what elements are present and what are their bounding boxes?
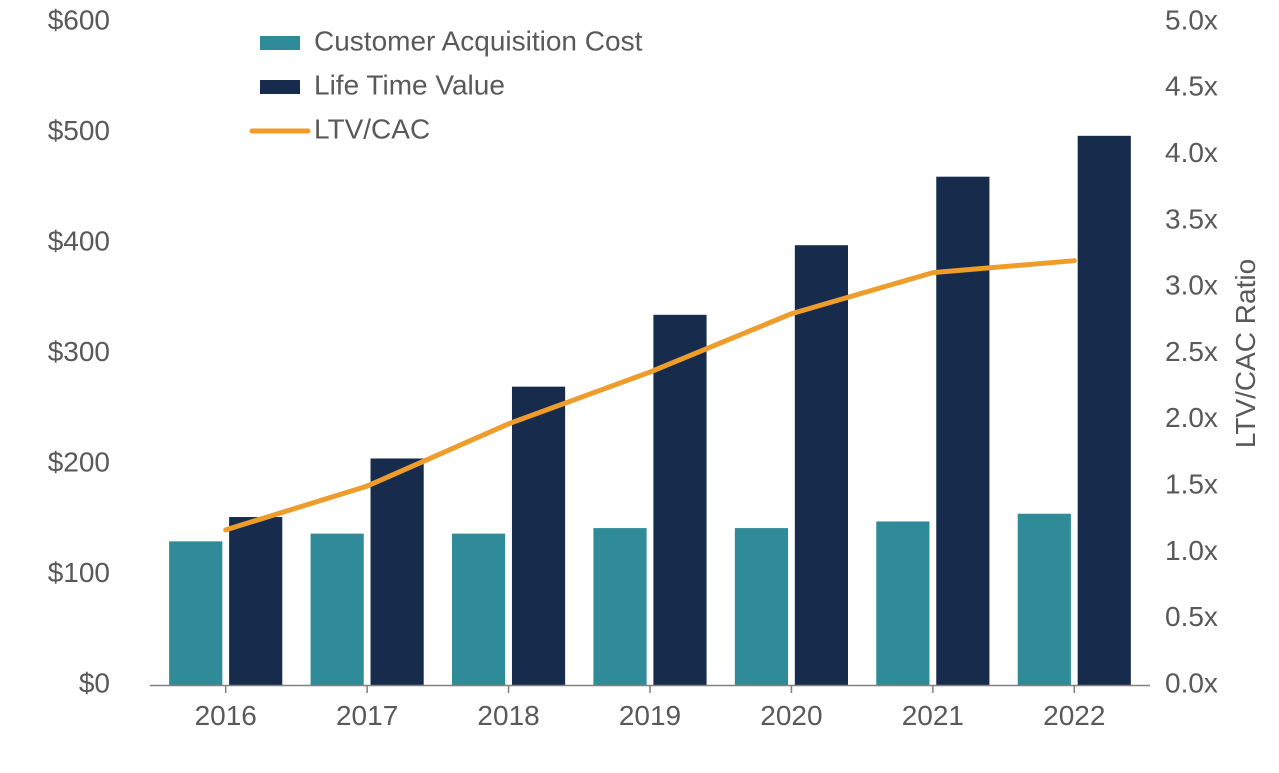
y-left-tick-label: $0 — [79, 667, 110, 698]
bar-ltv — [371, 458, 424, 685]
bar-ltv — [653, 315, 706, 685]
legend-label-ltv: Life Time Value — [314, 69, 505, 100]
x-tick-label: 2020 — [760, 700, 822, 731]
bar-cac — [1018, 514, 1071, 685]
y-right-tick-label: 2.5x — [1165, 336, 1218, 367]
legend-swatch-cac — [260, 36, 300, 50]
y-right-tick-label: 0.0x — [1165, 667, 1218, 698]
y-right-tick-label: 1.0x — [1165, 535, 1218, 566]
y-left-tick-label: $300 — [48, 336, 110, 367]
y-right-tick-label: 1.5x — [1165, 468, 1218, 499]
y-right-axis-title: LTV/CAC Ratio — [1230, 259, 1261, 448]
bar-cac — [311, 534, 364, 685]
y-left-tick-label: $100 — [48, 557, 110, 588]
y-left-tick-label: $200 — [48, 446, 110, 477]
bar-cac — [452, 534, 505, 685]
y-left-tick-label: $600 — [48, 4, 110, 35]
x-tick-label: 2017 — [336, 700, 398, 731]
y-left-tick-label: $500 — [48, 115, 110, 146]
legend-swatch-ltv — [260, 80, 300, 94]
y-left-tick-label: $400 — [48, 225, 110, 256]
bar-ltv — [229, 517, 282, 685]
y-right-tick-label: 2.0x — [1165, 402, 1218, 433]
bar-ltv — [1078, 136, 1131, 685]
legend-label-ratio: LTV/CAC — [314, 113, 430, 144]
x-tick-label: 2018 — [477, 700, 539, 731]
y-right-tick-label: 3.5x — [1165, 203, 1218, 234]
x-tick-label: 2019 — [619, 700, 681, 731]
y-right-tick-label: 4.5x — [1165, 71, 1218, 102]
y-right-tick-label: 3.0x — [1165, 270, 1218, 301]
bar-ltv — [936, 177, 989, 685]
bar-ltv — [512, 387, 565, 685]
y-right-tick-label: 0.5x — [1165, 601, 1218, 632]
x-tick-label: 2016 — [195, 700, 257, 731]
bar-cac — [593, 528, 646, 685]
bar-cac — [169, 541, 222, 685]
ltv-cac-chart: $0 $100 $200 $300 $400 $500 $600 0.0x 0.5x 1.0x 1.… — [0, 0, 1279, 773]
bar-cac — [735, 528, 788, 685]
legend-label-cac: Customer Acquisition Cost — [314, 25, 643, 56]
chart-svg: $0 $100 $200 $300 $400 $500 $600 0.0x 0.5x 1.0x 1.… — [0, 0, 1279, 773]
x-tick-label: 2022 — [1043, 700, 1105, 731]
y-right-tick-label: 5.0x — [1165, 4, 1218, 35]
x-tick-label: 2021 — [902, 700, 964, 731]
bar-cac — [876, 521, 929, 685]
y-right-tick-label: 4.0x — [1165, 137, 1218, 168]
